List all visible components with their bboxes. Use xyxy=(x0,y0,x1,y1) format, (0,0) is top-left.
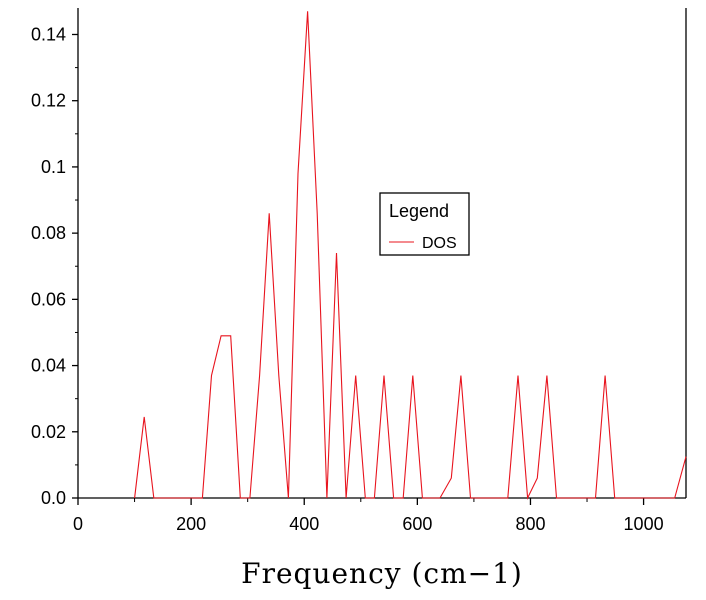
y-tick-label: 0.06 xyxy=(31,289,66,309)
x-tick-label: 600 xyxy=(402,514,432,534)
y-tick-label: 0.1 xyxy=(41,157,66,177)
series-line-dos xyxy=(134,11,687,501)
y-tick-label: 0.0 xyxy=(41,488,66,508)
legend-title: Legend xyxy=(389,201,449,221)
x-tick-label: 800 xyxy=(515,514,545,534)
x-tick-label: 400 xyxy=(289,514,319,534)
x-axis-label: Frequency (cm−1) xyxy=(241,557,523,590)
legend: Legend DOS xyxy=(379,192,470,256)
x-tick-label: 1000 xyxy=(624,514,664,534)
x-tick-label: 200 xyxy=(176,514,206,534)
ticks: 0.0 0.02 0.04 0.06 0.08 0.1 0.12 0.14 0 200 400 600… xyxy=(31,24,664,534)
x-tick-label: 0 xyxy=(73,514,83,534)
y-tick-label: 0.04 xyxy=(31,356,66,376)
legend-entry-dos: DOS xyxy=(422,235,457,252)
y-tick-label: 0.14 xyxy=(31,24,66,44)
y-tick-label: 0.02 xyxy=(31,422,66,442)
axis-labels: Frequency (cm−1) xyxy=(241,557,523,590)
y-tick-label: 0.12 xyxy=(31,91,66,111)
legend-box xyxy=(379,192,470,256)
series-group xyxy=(134,11,687,501)
y-tick-label: 0.08 xyxy=(31,223,66,243)
